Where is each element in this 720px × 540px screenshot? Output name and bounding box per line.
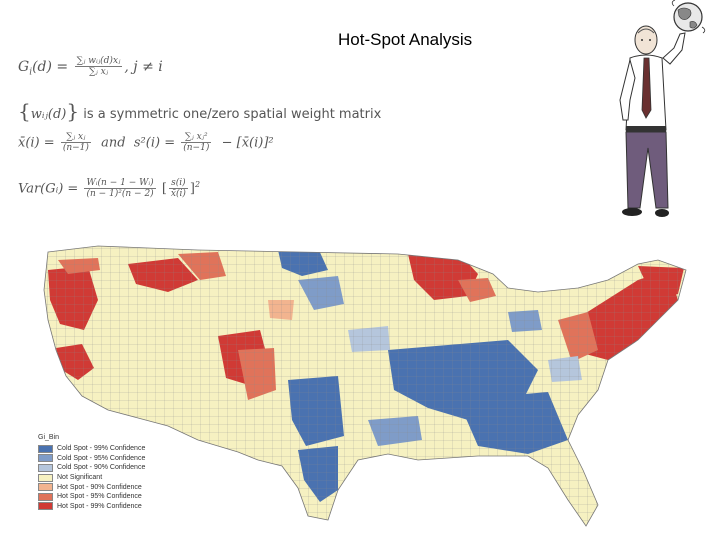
- legend-title: Gi_Bin: [38, 434, 60, 441]
- legend-swatch: [38, 454, 53, 463]
- legend-item-cold-90: Cold Spot - 90% Confidence: [38, 463, 188, 473]
- map-legend: Gi_Bin Cold Spot - 99% Confidence Cold S…: [38, 434, 188, 511]
- legend-item-cold-99: Cold Spot - 99% Confidence: [38, 444, 188, 454]
- man-with-globe-illustration: [619, 0, 706, 217]
- legend-swatch: [38, 502, 53, 511]
- legend-label: Hot Spot - 90% Confidence: [57, 483, 142, 491]
- mean-variance-formula: x̄(i) = ∑ⱼ xⱼ (n−1) and s²(i) = ∑ⱼ xⱼ² (n−…: [18, 132, 274, 154]
- slide-title: Hot-Spot Analysis: [338, 30, 473, 49]
- legend-swatch: [38, 444, 53, 453]
- legend-item-hot-99: Hot Spot - 99% Confidence: [38, 502, 188, 512]
- legend-label: Cold Spot - 95% Confidence: [57, 454, 146, 462]
- legend-label: Hot Spot - 95% Confidence: [57, 493, 142, 501]
- legend-label: Cold Spot - 99% Confidence: [57, 445, 146, 453]
- gi-variance-formula: Var(Gᵢ) = Wᵢ(n − 1 − Wᵢ) (n − 1)²(n − 2) …: [18, 178, 201, 200]
- hot-spot-county-map: [43, 245, 687, 527]
- legend-item-hot-90: Hot Spot - 90% Confidence: [38, 482, 188, 492]
- legend-item-not-significant: Not Significant: [38, 473, 188, 483]
- globe-icon: [671, 0, 706, 34]
- legend-swatch: [38, 473, 53, 482]
- gi-statistic-formula: Gi(d) = ∑ⱼ wᵢⱼ(d)xⱼ ∑ⱼ xⱼ , j ≠ i: [18, 56, 163, 78]
- legend-swatch: [38, 463, 53, 472]
- legend-swatch: [38, 483, 53, 492]
- legend-item-cold-95: Cold Spot - 95% Confidence: [38, 454, 188, 464]
- legend-label: Not Significant: [57, 474, 103, 482]
- legend-label: Cold Spot - 90% Confidence: [57, 464, 146, 472]
- legend-swatch: [38, 492, 53, 501]
- gi-fraction: ∑ⱼ wᵢⱼ(d)xⱼ ∑ⱼ xⱼ: [74, 56, 123, 78]
- legend-label: Hot Spot - 99% Confidence: [57, 502, 142, 510]
- legend-item-hot-95: Hot Spot - 95% Confidence: [38, 492, 188, 502]
- weight-matrix-definition: {wᵢⱼ(d)} is a symmetric one/zero spatial…: [18, 99, 382, 123]
